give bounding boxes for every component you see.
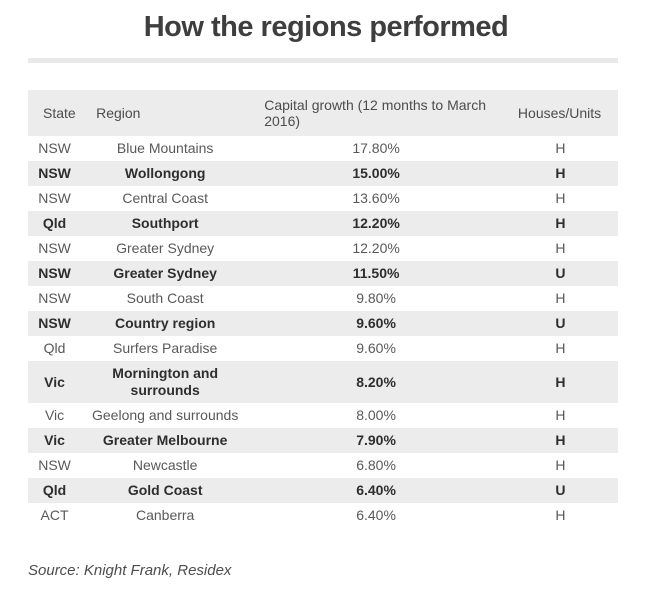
table-row: NSW Country region 9.60% U (28, 311, 618, 336)
table-row: Vic Greater Melbourne 7.90% H (28, 428, 618, 453)
cell-capital-growth: 11.50% (352, 265, 400, 281)
cell-region: Canberra (135, 507, 195, 523)
table-row: Vic Geelong and surrounds 8.00% H (28, 403, 618, 428)
cell-capital-growth: 6.80% (356, 457, 396, 473)
title-divider (28, 58, 618, 63)
cell-houses-units: U (555, 265, 566, 281)
table-row: NSW Greater Sydney 11.50% U (28, 261, 618, 286)
cell-region: Geelong and surrounds (92, 407, 239, 423)
cell-state: Qld (42, 215, 67, 231)
cell-capital-growth: 17.80% (352, 140, 400, 156)
cell-houses-units: H (555, 457, 566, 473)
cell-capital-growth: 6.40% (356, 482, 396, 498)
col-header-houses-units: Houses/Units (502, 90, 618, 136)
cell-state: ACT (40, 507, 69, 523)
table-header-row: State Region Capital growth (12 months t… (28, 90, 618, 136)
cell-region: Surfers Paradise (113, 340, 218, 356)
table-row: NSW Wollongong 15.00% H (28, 161, 618, 186)
regions-table: State Region Capital growth (12 months t… (28, 90, 618, 528)
cell-houses-units: H (555, 290, 566, 306)
cell-capital-growth: 9.60% (356, 340, 396, 356)
cell-houses-units: H (555, 507, 566, 523)
cell-state: NSW (38, 165, 71, 181)
cell-capital-growth: 12.20% (352, 215, 400, 231)
cell-capital-growth: 15.00% (352, 165, 400, 181)
cell-capital-growth: 6.40% (356, 507, 396, 523)
cell-region: Country region (114, 315, 216, 331)
cell-region: Gold Coast (127, 482, 203, 498)
cell-houses-units: H (555, 432, 566, 448)
cell-houses-units: H (555, 140, 566, 156)
cell-region: Southport (131, 215, 199, 231)
cell-region: Newcastle (132, 457, 198, 473)
table-body: NSW Blue Mountains 17.80% H NSW Wollongo… (28, 136, 618, 528)
table-row: NSW Central Coast 13.60% H (28, 186, 618, 211)
cell-state: Vic (44, 407, 65, 423)
table-row: Vic Mornington and surrounds 8.20% H (28, 361, 618, 403)
cell-state: NSW (38, 265, 71, 281)
cell-state: NSW (38, 190, 71, 206)
cell-state: NSW (38, 140, 71, 156)
cell-region: Mornington and surrounds (112, 365, 219, 398)
cell-region: South Coast (126, 290, 204, 306)
cell-state: Vic (44, 373, 65, 390)
cell-region: Greater Sydney (116, 240, 215, 256)
cell-capital-growth: 9.80% (356, 290, 396, 306)
table-row: NSW Greater Sydney 12.20% H (28, 236, 618, 261)
cell-capital-growth: 12.20% (352, 240, 400, 256)
cell-houses-units: H (555, 240, 566, 256)
cell-houses-units: H (555, 340, 566, 356)
table-row: Qld Southport 12.20% H (28, 211, 618, 236)
page-title: How the regions performed (143, 11, 509, 43)
cell-capital-growth: 13.60% (352, 190, 400, 206)
cell-capital-growth: 8.00% (356, 407, 396, 423)
regions-table-container: State Region Capital growth (12 months t… (28, 90, 618, 528)
cell-region: Greater Sydney (113, 265, 217, 281)
cell-state: NSW (38, 240, 71, 256)
cell-houses-units: H (555, 373, 566, 390)
cell-region: Greater Melbourne (102, 432, 228, 448)
cell-state: Vic (44, 432, 65, 448)
col-header-region: Region (81, 90, 250, 136)
cell-houses-units: U (555, 482, 566, 498)
table-row: Qld Surfers Paradise 9.60% H (28, 336, 618, 361)
table-row: NSW South Coast 9.80% H (28, 286, 618, 311)
table-row: ACT Canberra 6.40% H (28, 503, 618, 528)
cell-region: Wollongong (124, 165, 206, 181)
col-header-capital-growth: Capital growth (12 months to March 2016) (249, 90, 503, 136)
cell-capital-growth: 9.60% (356, 315, 396, 331)
source-note: Source: Knight Frank, Residex (28, 562, 232, 579)
cell-houses-units: H (555, 407, 566, 423)
cell-houses-units: U (555, 315, 566, 331)
col-header-state: State (28, 90, 82, 136)
cell-region: Blue Mountains (116, 140, 214, 156)
cell-state: NSW (38, 290, 71, 306)
cell-houses-units: H (555, 215, 566, 231)
cell-region: Central Coast (122, 190, 208, 206)
table-row: NSW Newcastle 6.80% H (28, 453, 618, 478)
cell-state: Qld (42, 482, 67, 498)
table-row: Qld Gold Coast 6.40% U (28, 478, 618, 503)
cell-state: NSW (38, 457, 71, 473)
cell-capital-growth: 8.20% (356, 373, 396, 390)
cell-capital-growth: 7.90% (356, 432, 396, 448)
cell-state: Qld (43, 340, 66, 356)
cell-houses-units: H (555, 165, 566, 181)
cell-state: NSW (38, 315, 71, 331)
cell-houses-units: H (555, 190, 566, 206)
table-row: NSW Blue Mountains 17.80% H (28, 136, 618, 161)
